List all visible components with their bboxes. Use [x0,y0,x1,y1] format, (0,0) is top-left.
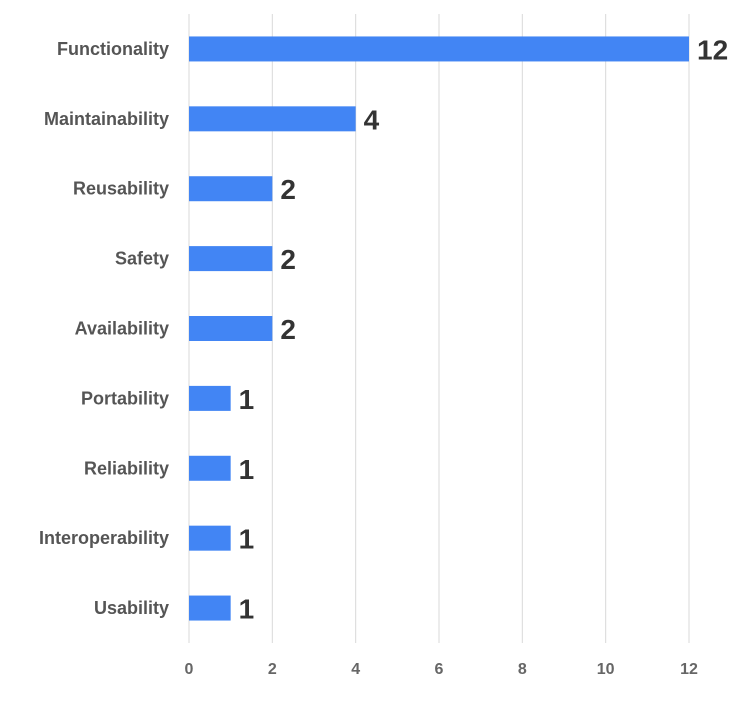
x-tick-label-6: 6 [435,661,444,678]
bar-portability [189,385,231,411]
category-label-maintainability: Maintainability [44,109,169,129]
category-label-availability: Availability [75,319,169,339]
bars [189,36,689,621]
category-label-usability: Usability [94,598,169,618]
data-label-portability: 1 [239,384,255,415]
category-label-interoperability: Interoperability [39,528,169,548]
bar-reusability [189,176,273,202]
bar-interoperability [189,525,231,551]
x-tick-label-4: 4 [351,661,360,678]
bar-reliability [189,455,231,481]
x-tick-label-12: 12 [680,661,698,678]
x-tick-label-8: 8 [518,661,527,678]
data-label-interoperability: 1 [239,524,255,555]
category-label-reusability: Reusability [73,179,169,199]
category-label-functionality: Functionality [57,39,169,59]
category-label-portability: Portability [81,388,169,408]
data-label-usability: 1 [239,594,255,625]
data-label-availability: 2 [280,314,296,345]
bar-safety [189,246,273,272]
data-label-functionality: 12 [697,34,728,65]
bar-usability [189,595,231,621]
data-labels: 12 4 2 2 2 1 1 1 1 [239,34,728,624]
data-label-reliability: 1 [239,454,255,485]
data-label-safety: 2 [280,244,296,275]
x-tick-label-10: 10 [597,661,615,678]
x-axis-tick-labels: 0 2 4 6 8 10 12 [185,661,698,678]
x-tick-label-2: 2 [268,661,277,678]
data-label-maintainability: 4 [364,104,380,135]
bar-availability [189,316,273,341]
data-label-reusability: 2 [280,174,296,205]
bar-maintainability [189,106,356,132]
category-label-safety: Safety [115,249,169,269]
category-label-reliability: Reliability [84,458,169,478]
category-labels: Functionality Maintainability Reusability S… [39,39,169,618]
x-tick-label-0: 0 [185,661,194,678]
bar-functionality [189,36,689,62]
